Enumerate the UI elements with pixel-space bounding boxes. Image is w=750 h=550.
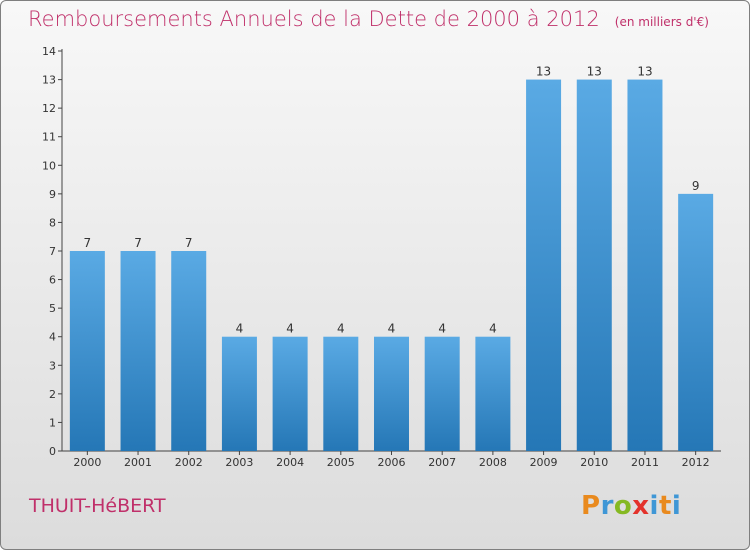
bar-value-label: 4 bbox=[438, 322, 446, 336]
bar-value-label: 7 bbox=[84, 236, 92, 250]
bar-value-label: 13 bbox=[637, 65, 652, 79]
bar bbox=[374, 336, 409, 451]
bar bbox=[424, 336, 460, 451]
x-tick-label: 2008 bbox=[479, 456, 507, 469]
bar bbox=[678, 193, 714, 451]
y-tick-label: 4 bbox=[49, 331, 56, 344]
bar-value-label: 13 bbox=[536, 65, 551, 79]
y-tick-label: 0 bbox=[49, 445, 56, 458]
x-tick-label: 2011 bbox=[631, 456, 659, 469]
bar bbox=[323, 336, 359, 451]
x-tick-label: 2002 bbox=[175, 456, 203, 469]
y-tick-label: 12 bbox=[42, 102, 56, 115]
x-tick-label: 2001 bbox=[124, 456, 152, 469]
bar-value-label: 4 bbox=[337, 322, 345, 336]
bar bbox=[576, 79, 612, 452]
y-tick-label: 7 bbox=[49, 245, 56, 258]
chart-title: Remboursements Annuels de la Dette de 20… bbox=[28, 7, 709, 31]
x-tick-label: 2007 bbox=[428, 456, 456, 469]
bar-value-label: 9 bbox=[692, 179, 700, 193]
y-tick-label: 2 bbox=[49, 388, 56, 401]
proxiti-logo: Proxiti bbox=[581, 491, 682, 521]
bar bbox=[120, 251, 156, 451]
x-tick-label: 2010 bbox=[580, 456, 608, 469]
bar bbox=[475, 336, 511, 451]
bar bbox=[627, 79, 663, 452]
bar bbox=[171, 251, 207, 451]
y-tick-label: 11 bbox=[42, 131, 56, 144]
chart-title-text: Remboursements Annuels de la Dette de 20… bbox=[28, 7, 600, 31]
bar-value-label: 7 bbox=[134, 236, 142, 250]
x-tick-label: 2006 bbox=[378, 456, 406, 469]
y-tick-label: 6 bbox=[49, 274, 56, 287]
bar-value-label: 4 bbox=[388, 322, 396, 336]
x-tick-label: 2003 bbox=[225, 456, 253, 469]
x-tick-label: 2000 bbox=[73, 456, 101, 469]
y-tick-label: 10 bbox=[42, 159, 56, 172]
bar-value-label: 13 bbox=[587, 65, 602, 79]
bar-value-label: 4 bbox=[489, 322, 497, 336]
bar-value-label: 7 bbox=[185, 236, 193, 250]
y-tick-label: 14 bbox=[42, 45, 56, 58]
y-tick-label: 13 bbox=[42, 74, 56, 87]
y-tick-label: 8 bbox=[49, 216, 56, 229]
y-tick-label: 5 bbox=[49, 302, 56, 315]
x-tick-label: 2004 bbox=[276, 456, 304, 469]
bar-value-label: 4 bbox=[286, 322, 294, 336]
y-tick-label: 9 bbox=[49, 188, 56, 201]
y-tick-label: 1 bbox=[49, 416, 56, 429]
x-tick-label: 2005 bbox=[327, 456, 355, 469]
bar bbox=[69, 251, 105, 451]
bar bbox=[526, 79, 562, 452]
bar bbox=[272, 336, 308, 451]
chart-unit-label: (en milliers d'€) bbox=[614, 15, 709, 29]
bar-value-label: 4 bbox=[236, 322, 244, 336]
commune-name: THUIT-HéBERT bbox=[29, 495, 166, 517]
x-tick-label: 2012 bbox=[682, 456, 710, 469]
bar bbox=[221, 336, 257, 451]
y-tick-label: 3 bbox=[49, 359, 56, 372]
x-tick-label: 2009 bbox=[530, 456, 558, 469]
